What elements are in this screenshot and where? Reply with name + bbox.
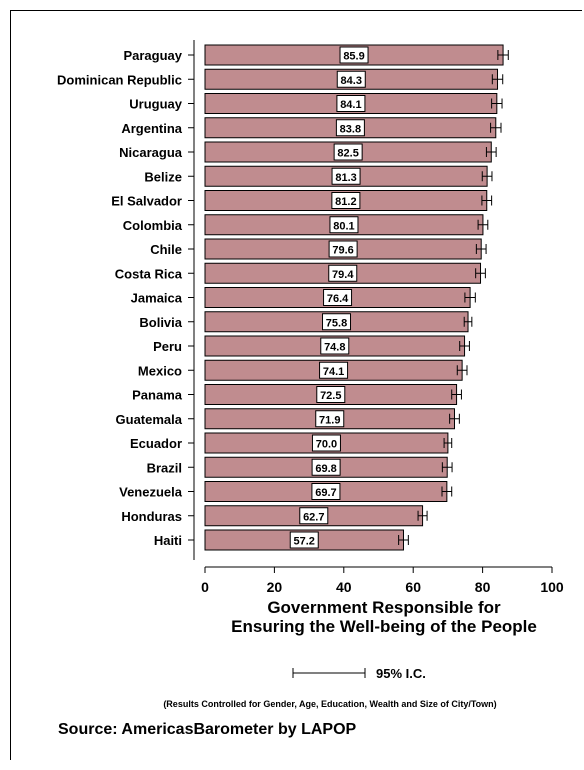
bar-group: Ecuador 70.0 bbox=[130, 432, 453, 454]
value-label: 79.4 bbox=[332, 269, 354, 281]
category-label: Honduras bbox=[121, 509, 182, 524]
value-label-box bbox=[329, 216, 359, 234]
value-label: 70.0 bbox=[316, 439, 337, 451]
value-label: 81.3 bbox=[335, 172, 356, 184]
value-label-box bbox=[333, 143, 363, 161]
bar-group: Belize 81.3 bbox=[144, 165, 493, 187]
bar-group: Chile 79.6 bbox=[150, 238, 487, 260]
category-label: Jamaica bbox=[131, 291, 183, 306]
category-label: Colombia bbox=[123, 218, 183, 233]
value-label: 72.5 bbox=[320, 390, 341, 402]
category-label: Argentina bbox=[121, 121, 182, 136]
category-label: Dominican Republic bbox=[57, 72, 182, 87]
bar-group: Haiti 57.2 bbox=[154, 529, 409, 551]
bar-group: Mexico 74.1 bbox=[138, 359, 468, 381]
category-label: Bolivia bbox=[139, 315, 182, 330]
x-tick-label: 80 bbox=[475, 579, 491, 595]
category-label: Brazil bbox=[147, 460, 182, 475]
bar-group: Jamaica 76.4 bbox=[131, 287, 476, 308]
x-axis-title-line2: Ensuring the Well-being of the People bbox=[231, 617, 537, 636]
category-label: Haiti bbox=[154, 533, 182, 548]
value-label: 82.5 bbox=[337, 148, 358, 160]
category-label: Paraguay bbox=[123, 48, 182, 63]
bar-group: Paraguay 85.9 bbox=[123, 44, 509, 66]
bar-group: Panama 72.5 bbox=[132, 384, 462, 405]
x-tick-label: 100 bbox=[540, 579, 564, 595]
source-label: Source: AmericasBarometer by LAPOP bbox=[58, 721, 357, 738]
ci-legend-label: 95% I.C. bbox=[376, 666, 426, 681]
value-label-box bbox=[331, 192, 361, 209]
bar-group: Venezuela 69.7 bbox=[119, 481, 453, 502]
value-label-box bbox=[289, 531, 319, 549]
category-label: Venezuela bbox=[119, 485, 183, 500]
value-label-box bbox=[335, 119, 365, 137]
bar-group: Costa Rica 79.4 bbox=[115, 262, 486, 284]
bar-group: Honduras 62.7 bbox=[121, 505, 428, 527]
category-label: Peru bbox=[153, 339, 182, 354]
bar-group: Dominican Republic 84.3 bbox=[57, 68, 504, 90]
category-label: Mexico bbox=[138, 363, 182, 378]
value-label: 71.9 bbox=[319, 414, 340, 426]
bar-group: Peru 74.8 bbox=[153, 335, 470, 357]
value-label-box bbox=[299, 507, 329, 525]
bar-group: Colombia 80.1 bbox=[123, 214, 489, 236]
x-axis-title-line1: Government Responsible for bbox=[267, 598, 501, 617]
value-label-box bbox=[319, 361, 349, 379]
value-label-box bbox=[336, 95, 366, 112]
value-label: 79.6 bbox=[332, 245, 353, 257]
value-label-box bbox=[323, 289, 353, 306]
category-label: Uruguay bbox=[129, 97, 183, 112]
value-label-box bbox=[322, 313, 352, 331]
value-label-box bbox=[328, 240, 358, 258]
x-tick-label: 0 bbox=[201, 579, 209, 595]
bar-group: Nicaragua 82.5 bbox=[119, 141, 497, 163]
value-label: 85.9 bbox=[343, 51, 364, 63]
bar-group: Uruguay 84.1 bbox=[129, 93, 503, 114]
value-label-box bbox=[320, 337, 350, 355]
value-label: 62.7 bbox=[303, 511, 324, 523]
value-label: 74.8 bbox=[324, 342, 345, 354]
category-label: Ecuador bbox=[130, 436, 182, 451]
value-label: 80.1 bbox=[333, 220, 354, 232]
controls-note: (Results Controlled for Gender, Age, Edu… bbox=[163, 699, 496, 709]
bar-group: Guatemala 71.9 bbox=[116, 408, 460, 430]
value-label: 75.8 bbox=[326, 317, 347, 329]
value-label-box bbox=[311, 434, 341, 452]
value-label: 84.1 bbox=[340, 99, 361, 111]
category-label: Nicaragua bbox=[119, 145, 183, 160]
value-label: 83.8 bbox=[340, 123, 361, 135]
category-label: El Salvador bbox=[111, 194, 182, 209]
value-label-box bbox=[331, 167, 361, 185]
value-label: 57.2 bbox=[294, 536, 315, 548]
value-label-box bbox=[316, 386, 346, 403]
chart-frame bbox=[10, 10, 582, 760]
value-label: 74.1 bbox=[323, 366, 344, 378]
value-label-box bbox=[315, 410, 345, 428]
value-label: 69.8 bbox=[315, 463, 336, 475]
bar-group: El Salvador 81.2 bbox=[111, 190, 493, 211]
bar-group: Argentina 83.8 bbox=[121, 117, 502, 139]
x-tick-label: 20 bbox=[267, 579, 283, 595]
category-label: Panama bbox=[132, 388, 183, 403]
value-label-box bbox=[328, 264, 358, 282]
bar-group: Bolivia 75.8 bbox=[139, 311, 473, 333]
x-tick-label: 40 bbox=[336, 579, 352, 595]
value-label: 76.4 bbox=[327, 293, 349, 305]
category-label: Guatemala bbox=[116, 412, 183, 427]
category-label: Chile bbox=[150, 242, 182, 257]
category-label: Costa Rica bbox=[115, 266, 183, 281]
value-label: 84.3 bbox=[341, 75, 362, 87]
value-label-box bbox=[311, 458, 341, 476]
category-label: Belize bbox=[144, 169, 182, 184]
value-label: 69.7 bbox=[315, 487, 336, 499]
x-tick-label: 60 bbox=[405, 579, 421, 595]
value-label: 81.2 bbox=[335, 196, 356, 208]
value-label-box bbox=[339, 46, 369, 64]
bar-group: Brazil 69.8 bbox=[147, 456, 453, 478]
ci-legend: 95% I.C. bbox=[292, 666, 426, 681]
value-label-box bbox=[311, 483, 341, 500]
value-label-box bbox=[336, 70, 366, 88]
